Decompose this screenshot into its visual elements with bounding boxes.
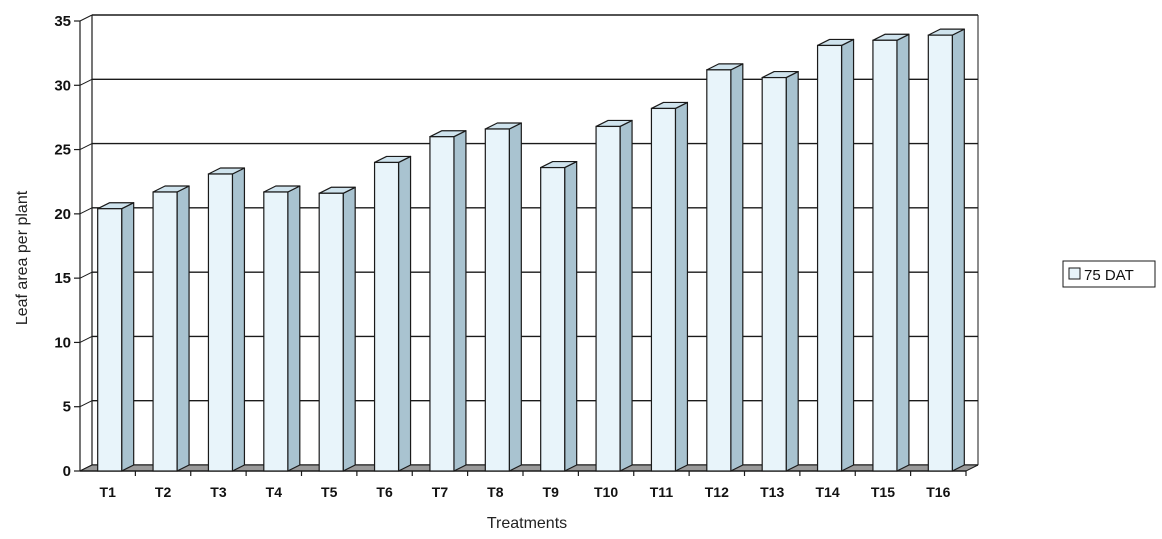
bar-t12 xyxy=(706,63,744,472)
y-tick-label: 0 xyxy=(63,463,71,480)
bar-side xyxy=(287,185,301,472)
y-tick-label: 30 xyxy=(54,77,71,94)
x-tick-label: T14 xyxy=(816,484,840,500)
x-tick-label: T16 xyxy=(926,484,950,500)
bar-front xyxy=(97,208,123,472)
x-tick-label: T7 xyxy=(432,484,449,500)
bar-side xyxy=(508,122,522,472)
x-tick-label: T4 xyxy=(266,484,283,500)
bar-front xyxy=(484,128,510,472)
bar-front xyxy=(816,44,843,472)
bar-side xyxy=(785,70,799,472)
y-tick-label: 25 xyxy=(54,142,71,159)
bar-front xyxy=(927,34,953,472)
legend-swatch xyxy=(1068,267,1081,280)
bar-t13 xyxy=(761,70,799,472)
bar-front xyxy=(706,69,732,472)
x-tick-label: T1 xyxy=(100,484,117,500)
bar-t16 xyxy=(927,28,965,472)
bar-t9 xyxy=(540,160,578,472)
y-axis-ticks: 0 5 10 15 20 25 30 35 xyxy=(54,13,80,480)
bar-side xyxy=(453,130,467,472)
legend: 75 DAT xyxy=(1062,260,1156,288)
bar-t4 xyxy=(263,185,301,472)
bar-t14 xyxy=(816,38,855,472)
bar-side xyxy=(730,63,744,472)
x-tick-label: T12 xyxy=(705,484,729,500)
gridline-side xyxy=(79,335,93,343)
y-tick-label: 15 xyxy=(54,270,71,287)
bar-t8 xyxy=(484,122,522,472)
bar-side xyxy=(231,167,246,472)
gridline-side xyxy=(79,207,93,215)
bar-t15 xyxy=(872,33,910,472)
bar-front xyxy=(761,76,787,472)
x-tick-label: T8 xyxy=(487,484,504,500)
bar-side xyxy=(564,160,578,472)
gridline-side xyxy=(79,143,93,151)
bar-t7 xyxy=(429,130,467,472)
bar-side xyxy=(619,119,633,472)
bar-front xyxy=(152,191,178,472)
bar-front xyxy=(263,191,289,472)
bar-front xyxy=(318,192,344,472)
x-tick-label: T9 xyxy=(543,484,560,500)
y-tick-label: 20 xyxy=(54,206,71,223)
bar-t5 xyxy=(318,186,356,472)
bar-t2 xyxy=(152,185,190,472)
bar-side xyxy=(342,186,356,472)
bar-front xyxy=(595,125,621,472)
x-tick-label: T15 xyxy=(871,484,895,500)
bar-front xyxy=(207,173,234,472)
bar-front xyxy=(540,166,566,472)
bar-t6 xyxy=(373,155,412,472)
bar-front xyxy=(373,161,400,472)
bar-t10 xyxy=(595,119,633,472)
bar-side xyxy=(176,185,190,472)
bar-t3 xyxy=(207,167,246,472)
y-tick-label: 5 xyxy=(63,399,71,416)
x-axis-ticks: T1 T2 T3 T4 T5 T6 T7 T8 T9 T10 T11 T12 T13 T14 T15 T16 xyxy=(100,471,967,500)
x-tick-label: T5 xyxy=(321,484,338,500)
bar-side xyxy=(951,28,965,472)
bar-side xyxy=(397,155,412,472)
bar-series xyxy=(97,28,965,472)
x-tick-label: T13 xyxy=(760,484,784,500)
x-tick-label: T11 xyxy=(650,484,674,500)
bar-front xyxy=(650,107,677,472)
gridline-side xyxy=(79,271,93,279)
bar-side xyxy=(121,202,135,472)
bar-side xyxy=(896,33,910,472)
bar-front xyxy=(429,136,455,472)
x-tick-label: T6 xyxy=(376,484,393,500)
bar-side xyxy=(840,38,855,472)
x-axis-label: Treatments xyxy=(487,515,567,532)
bar-t1 xyxy=(97,202,135,472)
x-tick-label: T2 xyxy=(155,484,172,500)
gridline-side xyxy=(79,14,93,22)
y-tick-label: 35 xyxy=(54,13,71,30)
x-tick-label: T3 xyxy=(210,484,227,500)
y-tick-label: 10 xyxy=(54,334,71,351)
bar-front xyxy=(872,39,898,472)
bar-t11 xyxy=(650,101,689,472)
bar-side xyxy=(674,101,689,472)
gridline-side xyxy=(79,78,93,86)
legend-label: 75 DAT xyxy=(1084,267,1134,284)
gridline-side xyxy=(79,400,93,408)
y-axis-label: Leaf area per plant xyxy=(14,190,31,325)
x-tick-label: T10 xyxy=(594,484,618,500)
